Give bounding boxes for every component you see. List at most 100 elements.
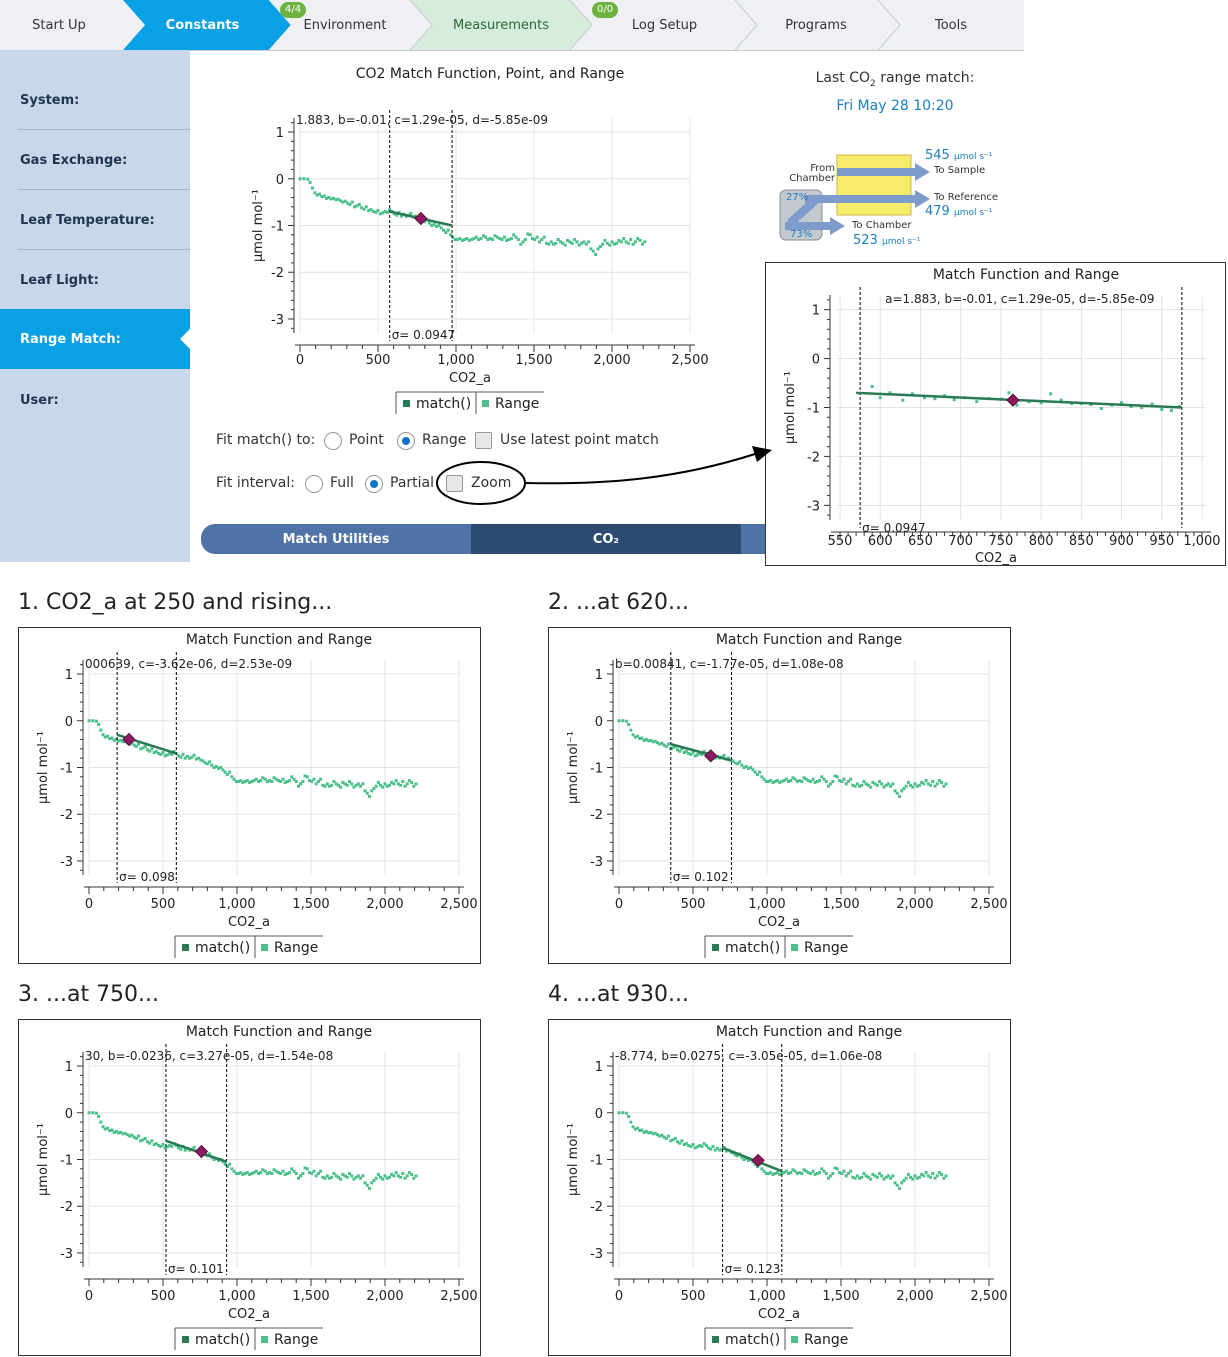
range-data-point bbox=[392, 212, 396, 216]
sidebar-item-gas-exchange[interactable]: Gas Exchange: bbox=[0, 130, 190, 190]
x-tick-label: 1,000 bbox=[218, 1289, 255, 1304]
range-data-point bbox=[651, 740, 655, 744]
range-data-point bbox=[824, 780, 828, 784]
range-data-point bbox=[168, 751, 172, 755]
tab-tools[interactable]: Tools bbox=[900, 0, 1002, 50]
range-data-point bbox=[347, 1172, 351, 1176]
range-data-point bbox=[702, 750, 706, 754]
range-data-point bbox=[638, 238, 642, 242]
tab-log-setup[interactable]: Log Setup bbox=[592, 0, 737, 50]
range-data-point bbox=[294, 1172, 298, 1176]
range-data-point bbox=[259, 779, 263, 783]
legend-label-range: Range bbox=[495, 396, 539, 412]
range-data-point bbox=[913, 1174, 917, 1178]
range-data-point bbox=[163, 1146, 167, 1150]
tab-measurements[interactable]: Measurements bbox=[430, 0, 572, 50]
range-data-point bbox=[509, 237, 513, 241]
step-2-chart: Match Function and Range 1 0 -1 -2 -3 0 500 1,00… bbox=[566, 632, 1008, 958]
range-data-point bbox=[642, 738, 646, 742]
range-data-point bbox=[806, 779, 810, 783]
y-tick-label: -2 bbox=[60, 808, 73, 823]
x-tick-label: 900 bbox=[1109, 534, 1134, 549]
range-data-point bbox=[453, 238, 457, 242]
range-data-point bbox=[101, 733, 105, 737]
range-data-point bbox=[775, 779, 779, 783]
range-data-point bbox=[596, 247, 600, 251]
range-data-point bbox=[789, 779, 793, 783]
tab-match-utilities[interactable]: Match Utilities bbox=[201, 524, 471, 554]
sidebar-item-system[interactable]: System: bbox=[0, 70, 190, 130]
legend-swatch-match bbox=[712, 1336, 719, 1343]
sidebar-item-leaf-temperature[interactable]: Leaf Temperature: bbox=[0, 190, 190, 250]
range-data-point bbox=[121, 1132, 125, 1136]
fit-point-radio[interactable] bbox=[324, 432, 342, 450]
range-data-point bbox=[940, 1172, 944, 1176]
range-data-point bbox=[684, 750, 688, 754]
range-data-point bbox=[552, 242, 555, 246]
range-data-point bbox=[108, 1129, 112, 1133]
range-data-point bbox=[554, 241, 558, 245]
range-data-point bbox=[500, 238, 504, 242]
interval-full-radio[interactable] bbox=[305, 475, 323, 493]
range-data-point bbox=[675, 748, 679, 752]
sidebar-item-user[interactable]: User: bbox=[0, 370, 190, 430]
range-data-point bbox=[689, 752, 693, 756]
fit-equation: 000639, c=-3.62e-06, d=2.53e-09 bbox=[85, 657, 292, 671]
chart-title: Match Function and Range bbox=[933, 267, 1119, 283]
range-data-point bbox=[319, 777, 323, 781]
tab-co2[interactable]: CO₂ bbox=[471, 524, 741, 554]
tab-constants[interactable]: Constants bbox=[140, 0, 265, 50]
y-tick-label: 0 bbox=[595, 715, 603, 730]
range-data-point bbox=[228, 770, 232, 774]
range-data-point bbox=[339, 1177, 343, 1181]
range-data-point bbox=[248, 780, 252, 784]
range-data-point bbox=[181, 752, 185, 756]
range-data-point bbox=[826, 1176, 830, 1180]
range-data-point bbox=[507, 238, 511, 242]
range-data-point bbox=[165, 753, 169, 757]
range-data-point bbox=[521, 240, 525, 244]
range-data-point bbox=[394, 779, 398, 783]
y-tick-label: 0 bbox=[65, 1107, 73, 1122]
sidebar-item-leaf-light[interactable]: Leaf Light: bbox=[0, 250, 190, 310]
tab-start-up[interactable]: Start Up bbox=[0, 0, 118, 50]
zoom-checkbox[interactable] bbox=[446, 475, 463, 492]
range-data-point bbox=[514, 235, 518, 239]
tab-programs[interactable]: Programs bbox=[757, 0, 875, 50]
range-data-point bbox=[381, 785, 385, 789]
range-data-point bbox=[410, 780, 414, 784]
use-latest-checkbox[interactable] bbox=[475, 432, 492, 449]
range-data-point bbox=[591, 249, 595, 253]
match-fit-line bbox=[670, 742, 732, 762]
range-data-point bbox=[250, 1172, 254, 1176]
range-data-point bbox=[660, 1133, 664, 1137]
range-data-point bbox=[396, 782, 400, 786]
range-data-point bbox=[141, 746, 145, 750]
range-data-point bbox=[139, 747, 143, 751]
interval-partial-radio[interactable] bbox=[365, 475, 383, 493]
range-data-point bbox=[629, 1120, 633, 1124]
range-data-point bbox=[179, 755, 183, 759]
tab-environment[interactable]: Environment bbox=[285, 0, 405, 50]
range-data-point bbox=[870, 384, 874, 388]
range-data-point bbox=[385, 784, 389, 788]
range-data-point bbox=[862, 1172, 866, 1176]
range-data-point bbox=[296, 784, 300, 788]
range-data-point bbox=[920, 1172, 924, 1176]
range-data-point bbox=[1129, 405, 1133, 409]
range-data-point bbox=[608, 243, 612, 247]
legend-swatch-range bbox=[791, 1336, 798, 1343]
range-data-point bbox=[700, 752, 704, 756]
range-data-point bbox=[225, 773, 229, 777]
tab-divider bbox=[409, 0, 433, 50]
range-data-point bbox=[414, 1174, 418, 1178]
range-data-point bbox=[274, 777, 278, 781]
y-axis-label: µmol mol⁻¹ bbox=[36, 731, 51, 804]
range-data-point bbox=[390, 1172, 394, 1176]
legend-swatch-match bbox=[182, 1336, 189, 1343]
range-data-point bbox=[401, 780, 405, 784]
range-data-point bbox=[909, 783, 913, 787]
sidebar-item-range-match[interactable]: Range Match: bbox=[0, 309, 190, 369]
fit-range-radio[interactable] bbox=[397, 432, 415, 450]
range-data-point bbox=[693, 1146, 697, 1150]
